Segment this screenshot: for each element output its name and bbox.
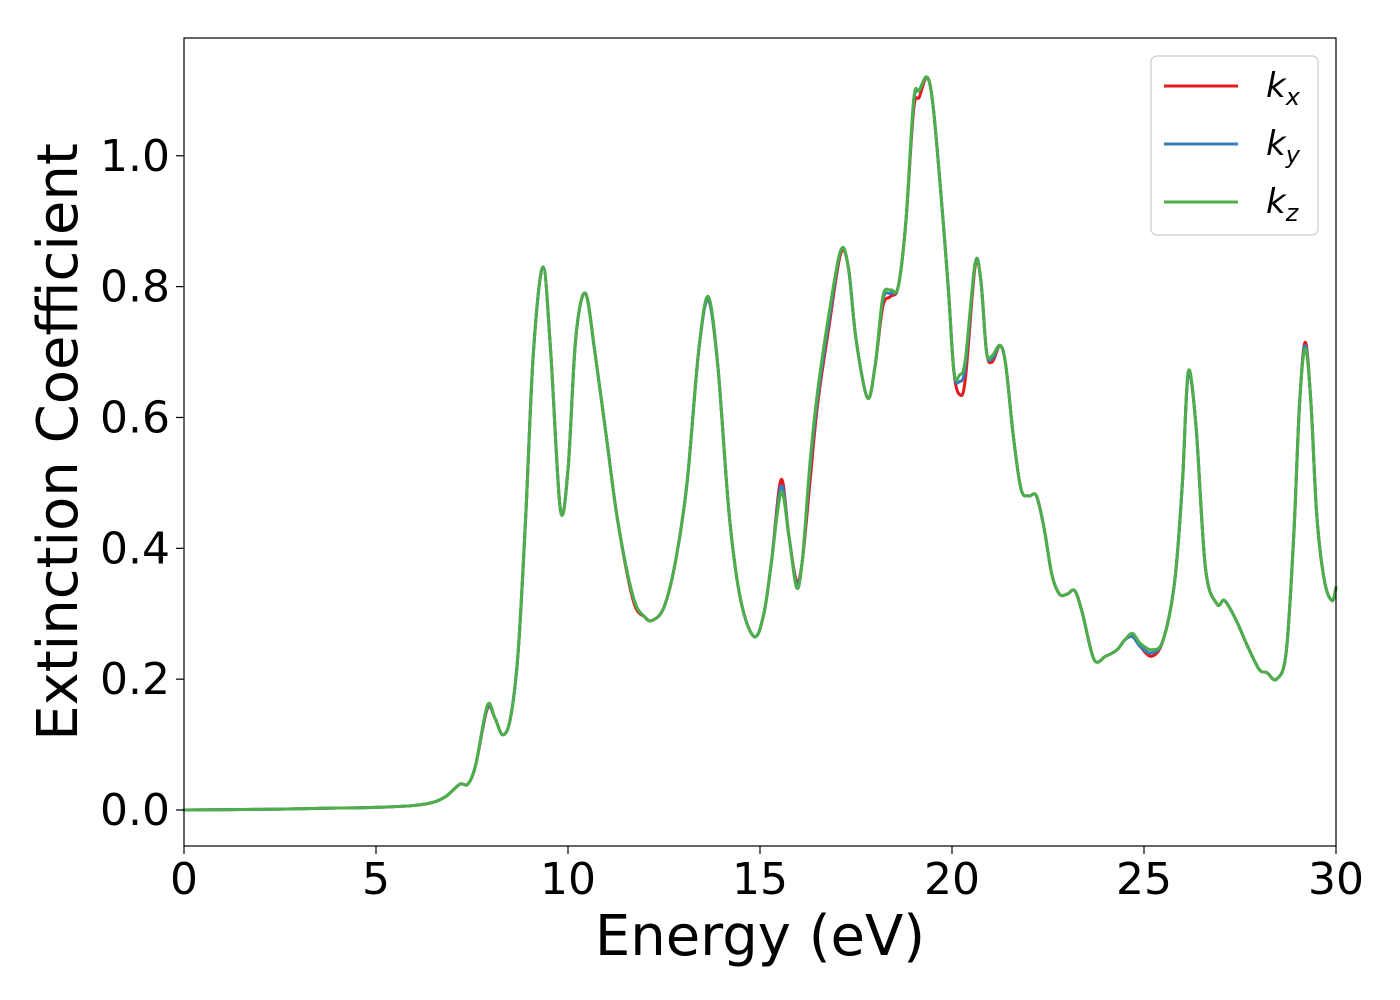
y-tick-label: 0.0: [100, 785, 170, 836]
legend-subscript-kz: z: [1285, 199, 1300, 227]
legend-subscript-ky: y: [1285, 141, 1301, 169]
x-tick-label: 0: [170, 854, 198, 905]
y-axis-ticks: 0.0 0.2 0.4 0.6 0.8 1.0: [100, 131, 184, 836]
y-tick-label: 1.0: [100, 131, 170, 182]
series-line-kz: [182, 75, 1338, 812]
y-tick-label: 0.8: [100, 262, 170, 313]
x-axis-ticks: 0 5 10 15 20 25 30: [170, 846, 1364, 905]
x-tick-label: 25: [1116, 854, 1172, 905]
y-tick-label: 0.4: [100, 523, 170, 574]
series-layer: [182, 75, 1338, 812]
x-tick-label: 10: [540, 854, 596, 905]
y-tick-label: 0.6: [100, 392, 170, 443]
y-axis-label: Extinction Coefficient: [26, 143, 91, 741]
y-tick-label: 0.2: [100, 654, 170, 705]
x-tick-label: 5: [362, 854, 390, 905]
x-axis-label: Energy (eV): [595, 904, 925, 969]
legend-subscript-kx: x: [1285, 83, 1301, 111]
x-tick-label: 30: [1308, 854, 1364, 905]
x-tick-label: 20: [924, 854, 980, 905]
x-tick-label: 15: [732, 854, 788, 905]
